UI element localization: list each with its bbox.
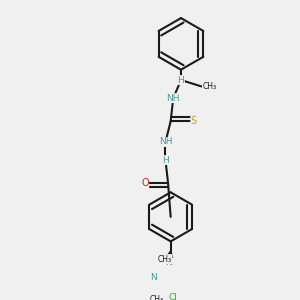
Text: H: H <box>178 76 184 85</box>
Text: CH₃: CH₃ <box>150 296 164 300</box>
Text: N: N <box>165 257 171 266</box>
Text: NH: NH <box>167 94 180 103</box>
Text: CH₃: CH₃ <box>202 82 216 91</box>
Text: NH: NH <box>159 137 172 146</box>
Text: S: S <box>191 116 197 126</box>
Text: O: O <box>141 178 148 188</box>
Text: N: N <box>150 273 157 282</box>
Text: CH₃: CH₃ <box>158 254 172 263</box>
Text: H: H <box>162 156 169 165</box>
Text: Cl: Cl <box>169 293 177 300</box>
